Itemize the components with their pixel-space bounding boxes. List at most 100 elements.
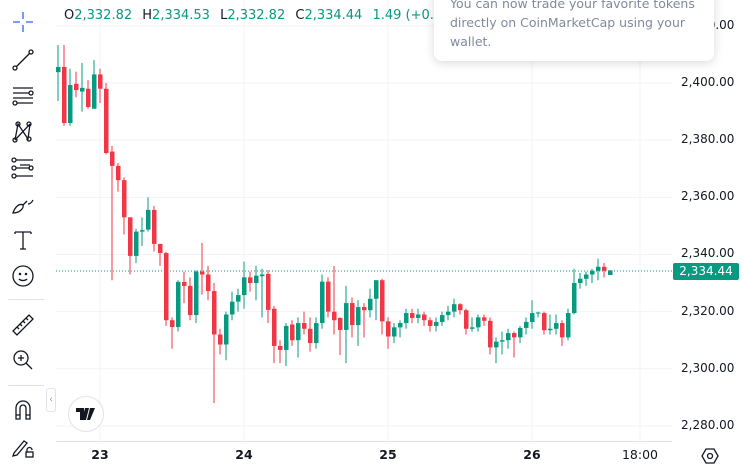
candle-body bbox=[494, 341, 499, 348]
candle-body bbox=[458, 304, 463, 311]
candle bbox=[470, 317, 475, 332]
collapse-toolbar-button[interactable]: ‹ bbox=[46, 388, 56, 412]
tradingview-logo[interactable] bbox=[68, 396, 104, 432]
candle-body bbox=[578, 278, 583, 284]
candle bbox=[224, 311, 229, 361]
candle bbox=[596, 258, 601, 281]
candle bbox=[314, 317, 319, 349]
candle-body bbox=[104, 88, 109, 154]
candle bbox=[230, 291, 235, 321]
candle-body bbox=[62, 66, 67, 124]
candle-body bbox=[332, 311, 337, 321]
candle bbox=[494, 337, 499, 364]
trend-line-tool[interactable] bbox=[8, 45, 38, 75]
emoji-tool[interactable] bbox=[8, 261, 38, 291]
candle-body bbox=[122, 180, 127, 218]
low-value: 2,332.82 bbox=[227, 8, 286, 23]
candle bbox=[392, 323, 397, 344]
horizontal-lines-icon bbox=[12, 87, 34, 106]
candle bbox=[296, 317, 301, 358]
crosshair-tool[interactable] bbox=[8, 7, 38, 37]
candle-body bbox=[140, 230, 145, 232]
candle-body bbox=[530, 313, 535, 322]
candle-body bbox=[278, 345, 283, 350]
candle bbox=[278, 340, 283, 364]
candle bbox=[542, 311, 547, 335]
popup-line-1: You can now trade your favorite tokens bbox=[450, 0, 695, 11]
magnet-tool[interactable] bbox=[8, 395, 38, 425]
close-label: C bbox=[295, 8, 305, 23]
candle-body bbox=[86, 88, 91, 108]
candle bbox=[200, 243, 205, 295]
horizontal-lines-tool[interactable] bbox=[8, 81, 38, 111]
fib-tool[interactable] bbox=[8, 153, 38, 183]
candle-body bbox=[398, 323, 403, 328]
candle-body bbox=[410, 313, 415, 318]
candle bbox=[566, 308, 571, 341]
lock-drawings-tool[interactable] bbox=[8, 431, 38, 461]
zoom-in-tool[interactable] bbox=[8, 345, 38, 375]
candle-body bbox=[350, 303, 355, 326]
candle bbox=[572, 268, 577, 315]
candle-body bbox=[326, 281, 331, 312]
ruler-tool[interactable] bbox=[8, 310, 38, 340]
candle bbox=[74, 71, 79, 98]
text-tool[interactable] bbox=[8, 225, 38, 255]
ruler-icon bbox=[12, 314, 34, 336]
time-tick-label: 26 bbox=[523, 447, 541, 462]
candle bbox=[308, 317, 313, 352]
candle-body bbox=[500, 340, 505, 342]
price-tick-label: 2,400.00 bbox=[681, 75, 735, 89]
candle-body bbox=[566, 313, 571, 338]
candle-body bbox=[194, 271, 199, 316]
fib-icon bbox=[11, 157, 34, 179]
candle bbox=[386, 317, 391, 349]
settings-icon[interactable] bbox=[700, 446, 720, 466]
pattern-tool[interactable] bbox=[8, 117, 38, 147]
high-label: H bbox=[142, 8, 153, 23]
open-label: O bbox=[64, 8, 75, 23]
candle bbox=[218, 328, 223, 355]
brush-icon bbox=[12, 199, 34, 214]
candle-body bbox=[296, 323, 301, 341]
candle-body bbox=[320, 281, 325, 324]
brush-tool[interactable] bbox=[8, 190, 38, 220]
candle-body bbox=[212, 291, 217, 335]
candle bbox=[398, 320, 403, 338]
toolbar-divider bbox=[8, 299, 44, 300]
candle bbox=[458, 303, 463, 315]
trade-promo-popup[interactable]: You can now trade your favorite tokens d… bbox=[434, 0, 714, 61]
candle bbox=[590, 268, 595, 284]
candle-body bbox=[206, 274, 211, 292]
candle-body bbox=[272, 308, 277, 346]
close-value: 2,334.44 bbox=[304, 8, 363, 23]
candle-body bbox=[158, 243, 163, 254]
candle-body bbox=[260, 274, 265, 277]
candle bbox=[254, 265, 259, 301]
candle bbox=[404, 308, 409, 329]
candle bbox=[68, 68, 73, 126]
candle-body bbox=[56, 66, 61, 73]
candle-body bbox=[68, 85, 73, 124]
candle bbox=[518, 325, 523, 344]
candle-body bbox=[164, 253, 169, 321]
candle-body bbox=[242, 277, 247, 296]
candle-body bbox=[374, 280, 379, 299]
candle bbox=[128, 217, 133, 275]
candle bbox=[506, 328, 511, 349]
candle-body bbox=[128, 217, 133, 256]
candle bbox=[356, 300, 361, 346]
candle-body bbox=[524, 321, 529, 328]
candle bbox=[266, 270, 271, 324]
candle bbox=[284, 323, 289, 366]
candle-body bbox=[308, 328, 313, 344]
price-tick-label: 2,320.00 bbox=[681, 303, 735, 318]
candle bbox=[272, 305, 277, 364]
candle-body bbox=[338, 317, 343, 330]
candle-body bbox=[536, 312, 541, 314]
candle-body bbox=[182, 281, 187, 286]
candle-body bbox=[98, 74, 103, 89]
candle bbox=[584, 271, 589, 286]
candle bbox=[368, 288, 373, 318]
